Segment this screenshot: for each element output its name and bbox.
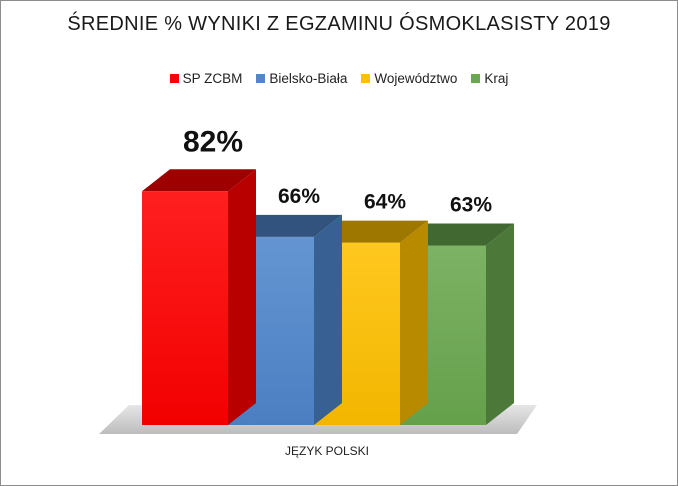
bar-3-side <box>400 220 428 425</box>
bar-2-side <box>314 214 342 425</box>
bars-group <box>142 169 514 425</box>
data-label-2: 66% <box>278 185 320 208</box>
legend-entry-3: Województwo <box>361 71 457 86</box>
bar-2-top <box>228 214 342 237</box>
bar-4-top <box>400 223 514 246</box>
legend-label-4: Kraj <box>484 71 509 86</box>
bar-1-side <box>228 169 256 425</box>
legend-label-1: SP ZCBM <box>182 71 243 86</box>
legend-swatch-1 <box>169 74 179 83</box>
data-label-4: 63% <box>450 193 492 216</box>
bar-1-top <box>142 169 256 192</box>
legend-label-2: Bielsko-Biała <box>269 71 348 86</box>
data-label-3: 64% <box>364 191 406 214</box>
bar-1 <box>142 169 256 425</box>
bar-3-top <box>314 220 428 243</box>
legend-entry-1: SP ZCBM <box>169 71 243 86</box>
bar-4-side <box>486 223 514 425</box>
category-label: JĘZYK POLSKI <box>284 444 370 458</box>
legend-entry-4: Kraj <box>471 71 508 86</box>
legend-swatch-4 <box>471 74 481 83</box>
legend-label-3: Województwo <box>374 71 458 86</box>
legend: SP ZCBM Bielsko-Biała Województwo Kraj <box>1 71 677 86</box>
chart-title: ŚREDNIE % WYNIKI Z EGZAMINU ÓSMOKLASISTY… <box>67 13 611 35</box>
data-label-1: 82% <box>183 125 243 158</box>
legend-entry-2: Bielsko-Biała <box>256 71 347 86</box>
legend-swatch-3 <box>361 74 371 83</box>
legend-swatch-2 <box>256 74 266 83</box>
bar-1-front <box>142 191 228 425</box>
